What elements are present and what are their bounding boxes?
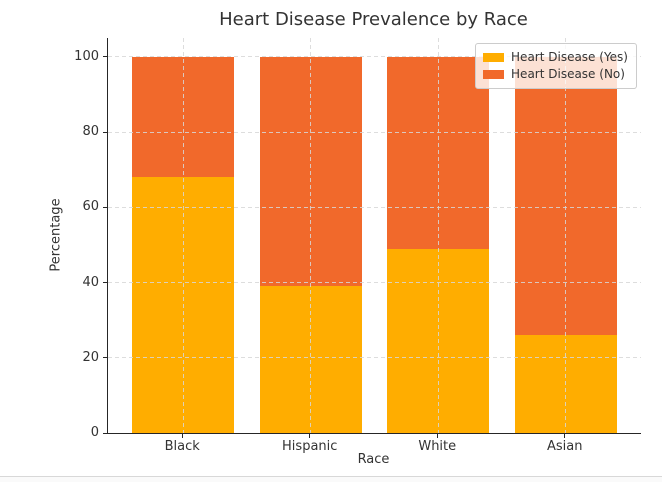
bar-segment-hispanic-no (259, 56, 362, 287)
x-axis-label: Race (357, 452, 390, 467)
bar-segment-black-yes (132, 177, 235, 433)
legend-label-yes: Heart Disease (Yes) (511, 50, 628, 64)
x-tick-label-asian: Asian (547, 439, 583, 454)
y-tick-mark (103, 282, 107, 284)
y-tick-label: 20 (82, 349, 99, 365)
window-bottom-edge (0, 476, 662, 482)
y-tick-mark (103, 206, 107, 208)
y-tick-mark (103, 357, 107, 359)
legend-item-yes: Heart Disease (Yes) (483, 49, 628, 66)
x-tick-label-black: Black (164, 439, 200, 454)
x-tick-label-white: White (418, 439, 457, 454)
bar-segment-white-no (387, 56, 490, 249)
bar-segment-white-yes (387, 248, 490, 433)
bar-segment-hispanic-yes (259, 286, 362, 433)
y-tick-mark (103, 432, 107, 434)
bar-segment-black-no (132, 56, 235, 178)
y-tick-mark (103, 131, 107, 133)
y-tick-label: 0 (90, 425, 99, 440)
legend-swatch-no-icon (483, 70, 505, 79)
legend-swatch-yes-icon (483, 53, 505, 62)
x-tick-mark (436, 434, 438, 438)
x-tick-mark (181, 434, 183, 438)
chart-title: Heart Disease Prevalence by Race (219, 9, 528, 30)
x-tick-mark (564, 434, 566, 438)
y-tick-label: 100 (74, 48, 99, 64)
plot-area: Heart Disease (Yes) Heart Disease (No) (107, 38, 641, 434)
x-tick-label-hispanic: Hispanic (282, 439, 338, 454)
y-tick-label: 40 (82, 274, 99, 290)
y-tick-label: 60 (82, 199, 99, 215)
x-tick-mark (309, 434, 311, 438)
y-tick-label: 80 (82, 124, 99, 140)
legend: Heart Disease (Yes) Heart Disease (No) (475, 43, 637, 89)
legend-label-no: Heart Disease (No) (511, 67, 625, 81)
bar-segment-asian-no (514, 56, 617, 336)
legend-item-no: Heart Disease (No) (483, 66, 628, 83)
y-tick-mark (103, 56, 107, 58)
bar-segment-asian-yes (514, 335, 617, 433)
y-axis-label: Percentage (48, 198, 64, 272)
